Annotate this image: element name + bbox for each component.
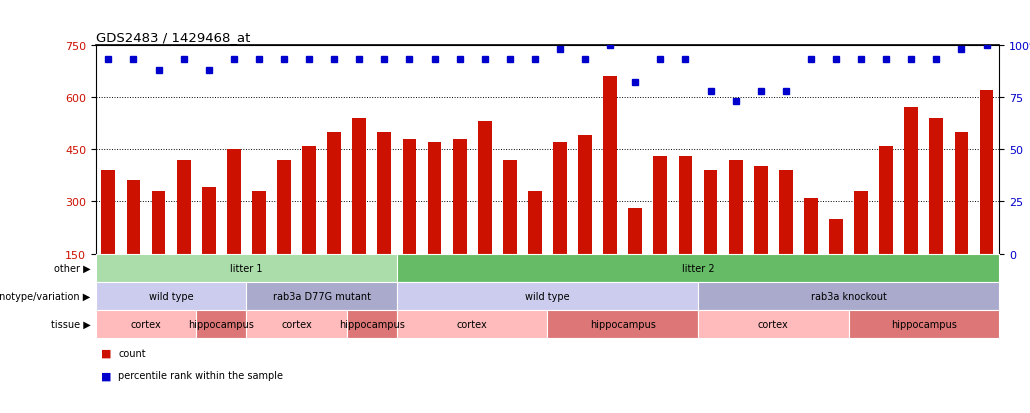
Bar bbox=[703, 171, 718, 254]
Bar bbox=[96, 310, 196, 338]
Bar bbox=[698, 310, 849, 338]
Text: wild type: wild type bbox=[148, 291, 194, 301]
Bar bbox=[397, 282, 698, 310]
Bar bbox=[653, 157, 667, 254]
Text: rab3a knockout: rab3a knockout bbox=[811, 291, 887, 301]
Bar bbox=[679, 157, 692, 254]
Bar bbox=[604, 77, 617, 254]
Bar bbox=[101, 171, 115, 254]
Bar bbox=[96, 282, 246, 310]
Bar bbox=[352, 119, 366, 254]
Bar bbox=[779, 171, 793, 254]
Text: tissue ▶: tissue ▶ bbox=[50, 319, 91, 329]
Bar bbox=[96, 254, 397, 282]
Bar bbox=[729, 160, 743, 254]
Text: hippocampus: hippocampus bbox=[891, 319, 957, 329]
Bar bbox=[328, 132, 341, 254]
Text: hippocampus: hippocampus bbox=[590, 319, 656, 329]
Bar bbox=[955, 132, 968, 254]
Bar bbox=[553, 143, 566, 254]
Bar bbox=[397, 310, 548, 338]
Text: cortex: cortex bbox=[456, 319, 487, 329]
Bar bbox=[628, 209, 642, 254]
Bar bbox=[880, 146, 893, 254]
Text: cortex: cortex bbox=[281, 319, 312, 329]
Bar bbox=[246, 310, 347, 338]
Text: GDS2483 / 1429468_at: GDS2483 / 1429468_at bbox=[96, 31, 250, 44]
Bar bbox=[754, 167, 767, 254]
Text: litter 2: litter 2 bbox=[682, 263, 715, 273]
Bar bbox=[151, 191, 166, 254]
Bar bbox=[277, 160, 290, 254]
Bar bbox=[347, 310, 397, 338]
Bar bbox=[854, 191, 868, 254]
Bar bbox=[177, 160, 191, 254]
Bar bbox=[698, 282, 999, 310]
Bar bbox=[929, 119, 943, 254]
Bar bbox=[427, 143, 442, 254]
Bar bbox=[547, 310, 698, 338]
Text: genotype/variation ▶: genotype/variation ▶ bbox=[0, 291, 91, 301]
Bar bbox=[302, 146, 316, 254]
Bar bbox=[453, 139, 467, 254]
Bar bbox=[528, 191, 542, 254]
Text: rab3a D77G mutant: rab3a D77G mutant bbox=[273, 291, 371, 301]
Bar bbox=[377, 132, 391, 254]
Bar bbox=[829, 219, 843, 254]
Bar bbox=[227, 150, 241, 254]
Bar bbox=[127, 181, 140, 254]
Bar bbox=[246, 282, 397, 310]
Bar bbox=[196, 310, 246, 338]
Text: litter 1: litter 1 bbox=[230, 263, 263, 273]
Text: cortex: cortex bbox=[131, 319, 162, 329]
Text: percentile rank within the sample: percentile rank within the sample bbox=[118, 370, 283, 380]
Text: hippocampus: hippocampus bbox=[339, 319, 405, 329]
Text: cortex: cortex bbox=[758, 319, 789, 329]
Bar bbox=[397, 254, 999, 282]
Text: ■: ■ bbox=[101, 370, 111, 380]
Bar bbox=[503, 160, 517, 254]
Bar bbox=[478, 122, 491, 254]
Text: hippocampus: hippocampus bbox=[188, 319, 254, 329]
Text: count: count bbox=[118, 348, 146, 358]
Text: wild type: wild type bbox=[525, 291, 570, 301]
Bar bbox=[403, 139, 416, 254]
Bar bbox=[980, 90, 994, 254]
Text: other ▶: other ▶ bbox=[54, 263, 91, 273]
Bar bbox=[252, 191, 266, 254]
Bar bbox=[804, 198, 818, 254]
Bar bbox=[202, 188, 215, 254]
Bar bbox=[849, 310, 999, 338]
Bar bbox=[904, 108, 918, 254]
Text: ■: ■ bbox=[101, 348, 111, 358]
Bar bbox=[578, 136, 592, 254]
